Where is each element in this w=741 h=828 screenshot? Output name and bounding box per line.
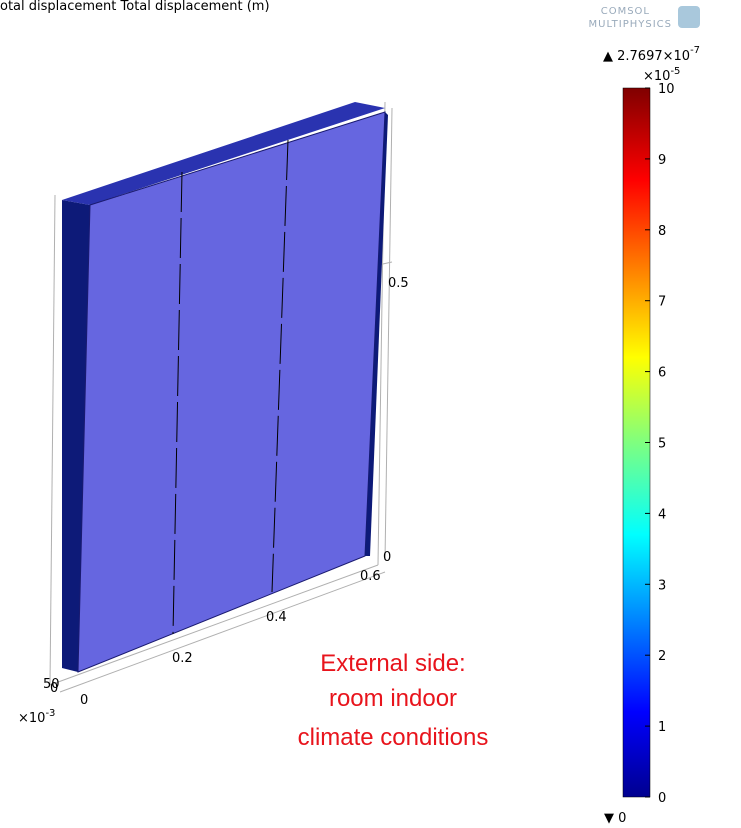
- annotation-line: room indoor: [329, 685, 457, 712]
- annotation-line: External side:: [320, 650, 465, 677]
- logo-text: MULTIPHYSICS: [589, 19, 672, 30]
- logo-icon: [678, 6, 700, 28]
- axis-tick-label: 0: [383, 550, 391, 565]
- axis-tick-label: 0.6: [360, 569, 381, 584]
- wall-model: [62, 102, 388, 672]
- colorbar-max-exponent: -7: [690, 45, 700, 56]
- axis-tick-label: 0.4: [266, 610, 287, 625]
- axis-scale-exponent: -3: [45, 708, 55, 719]
- annotation-line: climate conditions: [298, 724, 489, 751]
- axis-tick-label: 0: [50, 681, 58, 696]
- colorbar-tick-label: 2: [658, 649, 666, 664]
- axis-tick-label: 0.5: [388, 276, 409, 291]
- colorbar-tick-label: 1: [658, 720, 666, 735]
- colorbar-tick-label: 0: [658, 791, 666, 806]
- colorbar-tick-label: 10: [658, 82, 675, 97]
- axis-tick-label: 0.2: [172, 651, 193, 666]
- axis-scale-base: ×10: [18, 711, 45, 726]
- colorbar-tick-label: 8: [658, 224, 666, 239]
- logo-text: COMSOL: [601, 6, 650, 17]
- axis-tick-label: 0: [80, 693, 88, 708]
- colorbar-scale-exponent: -5: [670, 66, 680, 77]
- colorbar-tick-label: 6: [658, 366, 666, 381]
- axis-scale: ×10-3: [18, 708, 55, 726]
- colorbar-max-base: ▲ 2.7697×10: [603, 49, 690, 64]
- plot-window: otal displacement Total displacement (m)…: [0, 0, 741, 828]
- colorbar-max: ▲ 2.7697×10-7: [603, 45, 700, 64]
- colorbar-tick-label: 7: [658, 295, 666, 310]
- colorbar-tick-label: 3: [658, 578, 666, 593]
- plot-title: otal displacement Total displacement (m): [0, 0, 270, 14]
- colorbar-min: ▼ 0: [604, 811, 626, 826]
- colorbar-tick-label: 4: [658, 507, 666, 522]
- colorbar-tick-label: 5: [658, 437, 666, 452]
- colorbar-tick-label: 9: [658, 153, 666, 168]
